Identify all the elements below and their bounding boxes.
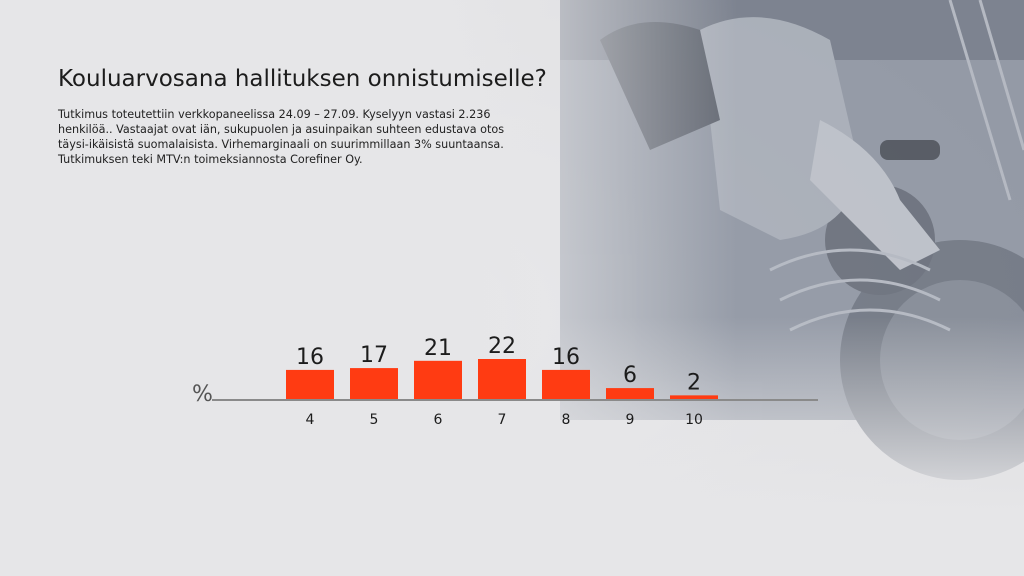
value-label-9: 6 [623, 363, 637, 388]
value-label-10: 2 [687, 370, 701, 395]
value-label-5: 17 [360, 343, 388, 368]
category-label-4: 4 [306, 412, 315, 428]
bar-5 [350, 368, 398, 399]
category-label-5: 5 [370, 412, 379, 428]
category-label-8: 8 [562, 412, 571, 428]
bar-6 [414, 360, 462, 399]
unit-label: % [192, 382, 213, 407]
category-label-6: 6 [434, 412, 443, 428]
bar-9 [606, 388, 654, 399]
value-label-6: 21 [424, 336, 452, 361]
value-label-4: 16 [296, 345, 324, 370]
category-label-9: 9 [626, 412, 635, 428]
bar-7 [478, 359, 526, 399]
page-title: Kouluarvosana hallituksen onnistumiselle… [58, 66, 547, 92]
survey-description: Tutkimus toteutettiin verkkopaneelissa 2… [58, 108, 505, 166]
bar-8 [542, 369, 590, 399]
value-label-8: 16 [552, 345, 580, 370]
category-label-7: 7 [498, 412, 507, 428]
value-label-7: 22 [488, 334, 516, 359]
bar-4 [286, 369, 334, 399]
bar-10 [670, 395, 718, 399]
category-label-10: 10 [685, 412, 703, 428]
